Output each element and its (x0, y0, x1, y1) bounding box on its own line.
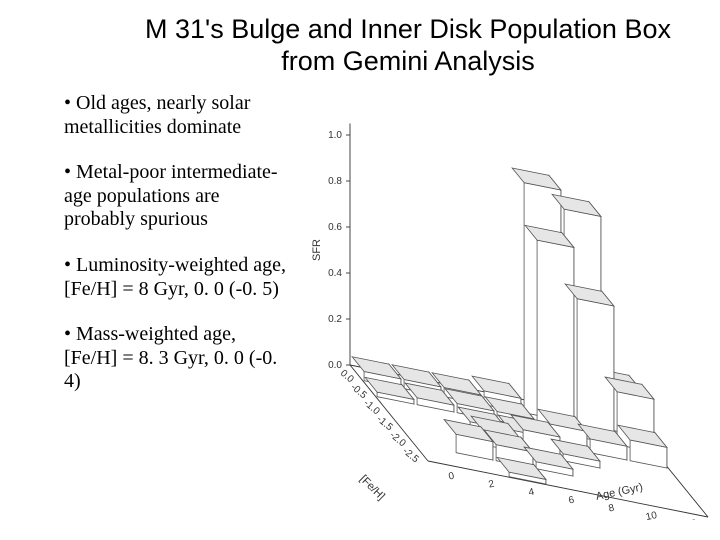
svg-text:10: 10 (645, 510, 659, 520)
title-line2: from Gemini Analysis (281, 46, 535, 76)
chart-svg: 0.00.20.40.60.81.00246810120.0-0.5-1.0-1… (300, 100, 710, 520)
population-box-chart: 0.00.20.40.60.81.00246810120.0-0.5-1.0-1… (300, 100, 710, 520)
bullet-3: • Mass-weighted age, [Fe/H] = 8. 3 Gyr, … (64, 323, 294, 394)
svg-text:0.2: 0.2 (328, 314, 342, 325)
svg-text:SFR: SFR (311, 239, 323, 261)
svg-text:6: 6 (568, 495, 576, 507)
svg-text:12: 12 (685, 518, 699, 520)
svg-text:[Fe/H]: [Fe/H] (357, 473, 387, 503)
bullet-1: • Metal-poor intermediate-age population… (64, 161, 294, 232)
svg-text:4: 4 (528, 487, 536, 499)
svg-text:0: 0 (448, 471, 456, 483)
bullet-list: • Old ages, nearly solar metallicities d… (64, 92, 294, 416)
title-line1: M 31's Bulge and Inner Disk Population B… (145, 14, 671, 44)
svg-text:0.4: 0.4 (328, 268, 342, 279)
svg-text:0.8: 0.8 (328, 176, 342, 187)
svg-text:0.0: 0.0 (328, 360, 342, 371)
bullet-2: • Luminosity-weighted age, [Fe/H] = 8 Gy… (64, 254, 294, 301)
svg-text:1.0: 1.0 (328, 130, 342, 141)
svg-text:8: 8 (608, 503, 616, 515)
svg-text:2: 2 (488, 479, 496, 491)
svg-text:0.6: 0.6 (328, 222, 342, 233)
bullet-0: • Old ages, nearly solar metallicities d… (64, 92, 294, 139)
slide-title: M 31's Bulge and Inner Disk Population B… (98, 14, 718, 78)
